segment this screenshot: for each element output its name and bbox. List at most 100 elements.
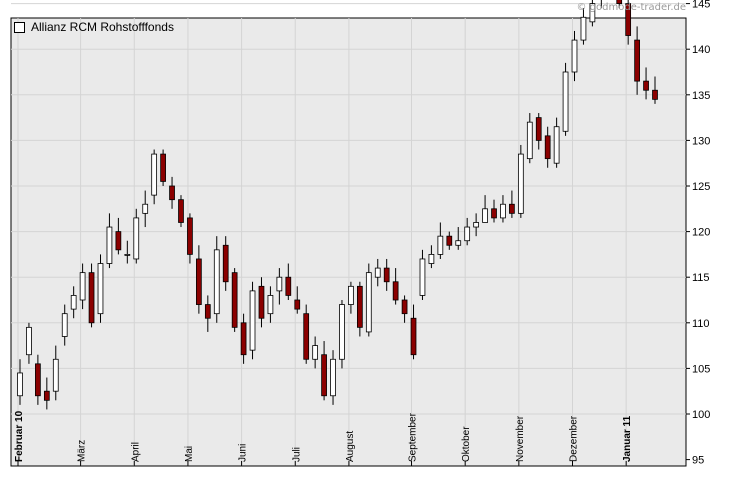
grid xyxy=(11,3,686,466)
candle-body xyxy=(160,153,166,182)
candle-body xyxy=(43,390,50,401)
x-tick-label: April xyxy=(130,442,141,462)
candle-body xyxy=(535,117,542,141)
candle-body xyxy=(240,322,247,356)
y-tick-label: 125 xyxy=(692,181,710,193)
candle-body xyxy=(419,258,426,296)
candle-body xyxy=(455,240,462,246)
candle-body xyxy=(500,203,506,219)
candle-body xyxy=(509,203,515,214)
candle-body xyxy=(204,304,211,319)
candle-body xyxy=(464,226,471,242)
candle-body xyxy=(258,285,265,319)
candle-body xyxy=(544,135,551,160)
x-tick-label: September xyxy=(408,412,419,462)
candle-body xyxy=(178,199,184,223)
candle-body xyxy=(482,208,488,223)
candle-body xyxy=(276,276,283,292)
candle-body xyxy=(625,3,632,36)
candles xyxy=(17,0,658,410)
candle-body xyxy=(616,0,623,4)
candle-body xyxy=(321,354,327,397)
candle-body xyxy=(17,372,23,397)
candle-body xyxy=(61,313,68,337)
candle-body xyxy=(365,272,372,333)
copyright-text: © godmode-trader.de xyxy=(576,2,687,13)
y-tick-label: 145 xyxy=(692,0,710,11)
candle-body xyxy=(303,313,310,360)
candle-body xyxy=(446,235,453,246)
candle-body xyxy=(491,208,497,219)
candle-body xyxy=(652,89,658,100)
candle-body xyxy=(142,203,149,214)
x-tick-label: Oktober xyxy=(461,426,472,462)
candle-body xyxy=(187,217,193,255)
candle-body xyxy=(52,358,59,392)
y-tick-label: 115 xyxy=(692,272,710,284)
x-tick-label: März xyxy=(77,440,88,462)
candle-body xyxy=(70,295,77,310)
candle-body xyxy=(374,267,381,278)
candle-body xyxy=(97,263,104,315)
candle-body xyxy=(249,290,256,351)
candle-body xyxy=(285,276,292,296)
x-tick-label: Juni xyxy=(238,444,249,462)
candle-body xyxy=(339,304,345,360)
x-tick-label: Februar 10 xyxy=(14,410,25,462)
x-tick-label: August xyxy=(345,431,356,462)
y-tick-label: 130 xyxy=(692,135,710,147)
y-tick-label: 105 xyxy=(692,363,710,375)
candle-body xyxy=(88,272,95,324)
legend-label: Allianz RCM Rohstofffonds xyxy=(31,20,174,34)
candle-body xyxy=(151,153,158,196)
candle-body xyxy=(231,272,238,328)
candle-body xyxy=(473,222,479,228)
candle-body xyxy=(517,153,524,214)
candle-body xyxy=(553,126,560,164)
candle-body xyxy=(133,217,140,260)
candle-body xyxy=(348,285,354,305)
candle-body xyxy=(26,326,32,356)
x-tick-label: Juli xyxy=(291,447,302,462)
candle-body xyxy=(169,185,175,201)
candle-body xyxy=(562,71,569,132)
candle-body xyxy=(267,295,274,315)
candle-body xyxy=(428,253,435,264)
candle-body xyxy=(526,121,533,160)
candle-body xyxy=(383,267,390,283)
y-axis: 95100105110115120125130135140145150 xyxy=(686,0,710,467)
candle-body xyxy=(312,345,319,360)
candle-body xyxy=(213,249,220,315)
y-tick-label: 95 xyxy=(692,455,704,467)
candle-body xyxy=(196,258,202,305)
candle-body xyxy=(222,244,229,283)
candle-body xyxy=(589,3,596,23)
candle-body xyxy=(392,281,399,301)
x-tick-label: Dezember xyxy=(569,415,580,462)
y-tick-label: 100 xyxy=(692,409,710,421)
candle-body xyxy=(356,285,363,328)
x-tick-label: Mai xyxy=(184,446,195,462)
candle-body xyxy=(634,39,640,82)
candle-body xyxy=(410,317,417,356)
candle-body xyxy=(79,272,86,301)
candle-body xyxy=(124,253,131,256)
candle-body xyxy=(580,16,587,41)
y-tick-label: 140 xyxy=(692,44,710,56)
x-axis: Februar 10 März April Mai Juni Juli August Sept… xyxy=(14,410,633,466)
y-tick-label: 110 xyxy=(692,318,710,330)
legend-swatch xyxy=(14,21,25,33)
y-tick-label: 135 xyxy=(692,90,710,102)
candle-body xyxy=(330,358,336,397)
candle-body xyxy=(401,299,408,315)
candle-body xyxy=(643,80,649,91)
candle-body xyxy=(115,231,122,251)
candle-body xyxy=(571,39,578,73)
candle-body xyxy=(106,226,113,264)
legend: Allianz RCM Rohstofffonds xyxy=(14,20,174,34)
y-tick-label: 120 xyxy=(692,227,710,239)
candle-body xyxy=(437,235,444,255)
x-tick-label: Januar 11 xyxy=(622,415,633,462)
x-tick-label: November xyxy=(515,415,526,462)
